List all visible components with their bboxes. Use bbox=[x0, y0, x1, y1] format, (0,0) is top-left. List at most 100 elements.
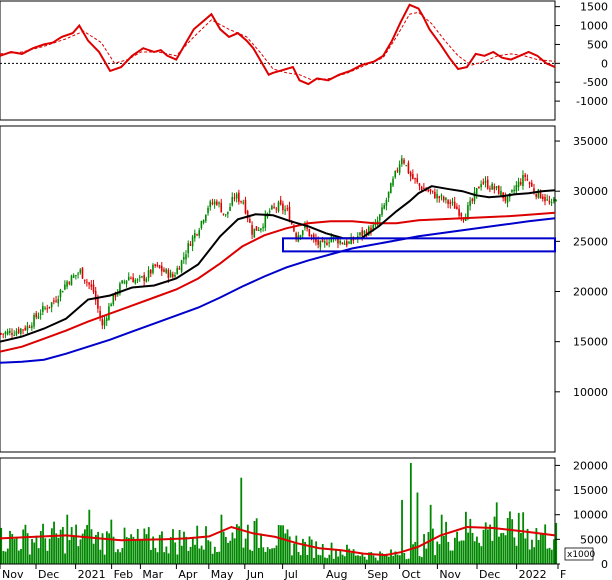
candle-body bbox=[158, 265, 161, 268]
volume-bar bbox=[315, 541, 318, 564]
x-tick-label: Dec bbox=[38, 568, 59, 580]
volume-bar bbox=[394, 551, 397, 564]
volume-bar bbox=[451, 550, 454, 564]
candle-body bbox=[478, 186, 480, 189]
volume-bar bbox=[465, 511, 467, 564]
volume-bar bbox=[178, 529, 181, 564]
x-tick-label: Dec bbox=[479, 568, 500, 580]
candle-body bbox=[28, 327, 31, 329]
candle-body bbox=[337, 238, 339, 244]
volume-bar bbox=[456, 531, 458, 564]
volume-bar bbox=[431, 528, 434, 564]
candle-body bbox=[185, 254, 187, 260]
candle-body bbox=[53, 300, 55, 302]
volume-bar bbox=[359, 556, 362, 564]
candle-body bbox=[473, 191, 476, 202]
volume-bar bbox=[191, 536, 194, 564]
candle-body bbox=[6, 331, 9, 335]
volume-bar bbox=[293, 543, 296, 564]
candle-body bbox=[191, 236, 194, 247]
volume-bar bbox=[460, 540, 463, 564]
volume-bar bbox=[266, 547, 269, 564]
volume-bar bbox=[75, 524, 77, 564]
volume-bar bbox=[143, 528, 146, 564]
candle-body bbox=[149, 269, 152, 274]
candle-body bbox=[434, 191, 436, 199]
candle-body bbox=[528, 182, 531, 184]
price-axis: 35000 30000 25000 20000 15000 10000 bbox=[555, 135, 608, 399]
volume-bar bbox=[313, 557, 315, 564]
candle-body bbox=[46, 308, 49, 310]
candle-body bbox=[480, 184, 482, 188]
volume-bar bbox=[299, 555, 302, 564]
candle-body bbox=[332, 235, 335, 239]
volume-bar bbox=[46, 550, 49, 564]
volume-bar bbox=[337, 556, 340, 564]
x-tick-label: Jun bbox=[246, 568, 264, 580]
candle-body bbox=[90, 284, 93, 287]
volume-bar bbox=[246, 524, 249, 564]
candle-body bbox=[147, 270, 150, 278]
oscillator-frame bbox=[0, 0, 556, 121]
candle-body bbox=[165, 269, 167, 273]
volume-bar bbox=[235, 524, 238, 564]
candle-body bbox=[262, 226, 264, 229]
x-tick-label: Mar bbox=[142, 568, 163, 580]
volume-bar bbox=[240, 477, 243, 564]
candle-body bbox=[94, 290, 97, 301]
candle-body bbox=[200, 221, 203, 229]
candle-body bbox=[416, 178, 419, 183]
price-frame bbox=[0, 125, 556, 453]
candle-body bbox=[209, 201, 212, 208]
volume-bar bbox=[489, 524, 492, 564]
volume-bar bbox=[412, 544, 414, 564]
volume-bar bbox=[434, 555, 436, 564]
candle-body bbox=[35, 313, 38, 318]
volume-bar bbox=[70, 527, 73, 564]
volume-bar bbox=[403, 552, 406, 564]
volume-bar bbox=[238, 526, 240, 564]
volume-bar bbox=[284, 533, 287, 564]
volume-bar bbox=[500, 533, 503, 564]
volume-bar bbox=[187, 550, 190, 564]
candle-body bbox=[255, 226, 258, 231]
volume-bar bbox=[260, 533, 262, 564]
volume-bar bbox=[101, 533, 104, 564]
volume-bar bbox=[368, 552, 370, 564]
volume-bar bbox=[379, 551, 381, 564]
candle-body bbox=[229, 206, 231, 211]
volume-bar bbox=[539, 534, 542, 564]
volume-bar bbox=[55, 533, 58, 564]
candle-body bbox=[251, 225, 253, 235]
volume-bar bbox=[482, 529, 485, 564]
volume-bar bbox=[198, 548, 201, 564]
volume-bar bbox=[339, 550, 342, 564]
candle-body bbox=[497, 185, 500, 195]
volume-bar bbox=[478, 542, 481, 564]
candle-body bbox=[500, 190, 502, 196]
candle-body bbox=[552, 199, 555, 201]
candle-body bbox=[218, 202, 220, 204]
candle-body bbox=[409, 172, 412, 177]
x-tick-label: Sep bbox=[367, 568, 388, 580]
candle-body bbox=[156, 264, 159, 266]
volume-bar bbox=[308, 536, 311, 564]
volume-tick-label: 15000 bbox=[573, 484, 608, 497]
volume-bar bbox=[531, 539, 533, 564]
volume-bar bbox=[172, 529, 174, 564]
volume-bar bbox=[6, 548, 9, 564]
candle-body bbox=[114, 292, 117, 297]
candle-body bbox=[174, 275, 176, 277]
candle-body bbox=[101, 318, 104, 326]
volume-bar bbox=[495, 502, 498, 564]
volume-bar bbox=[438, 544, 441, 564]
candle-body bbox=[66, 281, 68, 287]
volume-bar bbox=[66, 514, 69, 564]
candle-body bbox=[460, 213, 463, 217]
oscillator-axis: 1500 1000 500 0 -500 -1000 bbox=[555, 1, 608, 108]
volume-bar bbox=[202, 549, 205, 564]
candle-body bbox=[240, 201, 242, 203]
volume-bar bbox=[227, 542, 229, 564]
candle-body bbox=[99, 310, 101, 319]
volume-bar bbox=[207, 540, 210, 564]
